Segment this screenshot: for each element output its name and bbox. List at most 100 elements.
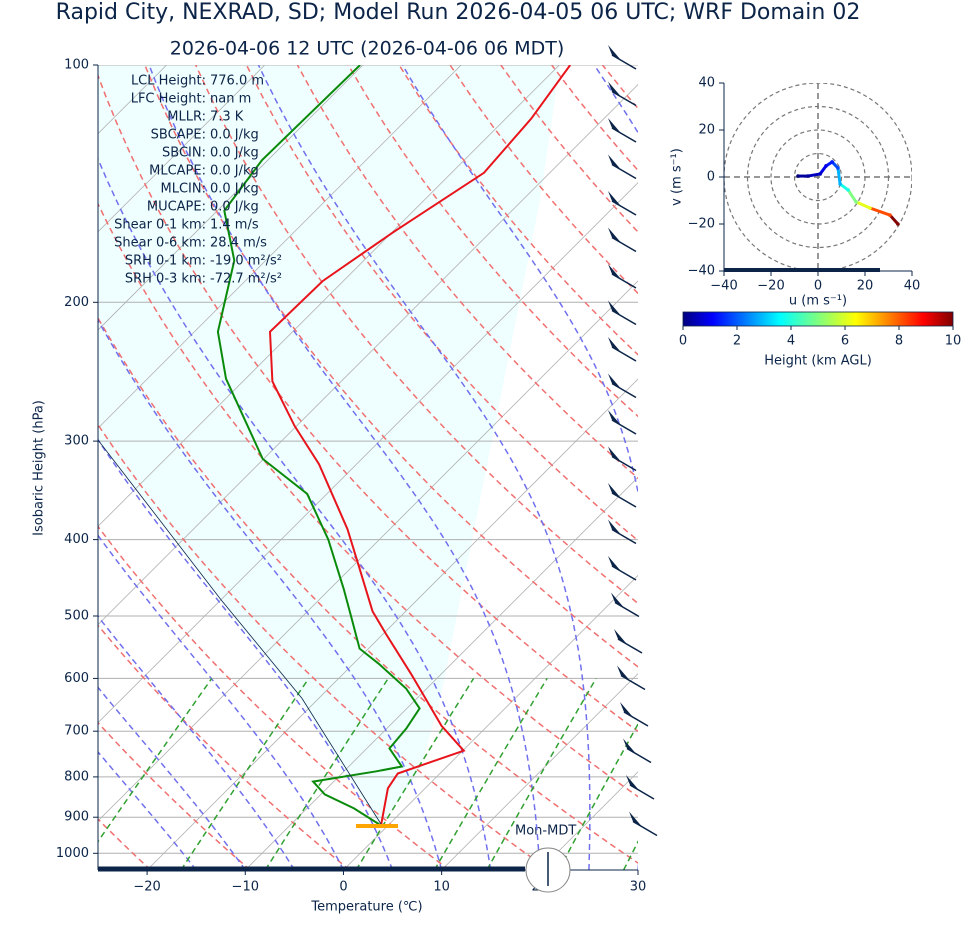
dry-adiabat	[98, 624, 351, 870]
hodo-x-tick-label: 0	[814, 279, 822, 294]
isotherm	[343, 574, 638, 870]
wind-barb	[629, 784, 655, 800]
wind-barb-flag	[611, 592, 623, 607]
hodo-x-tick-label: 40	[904, 279, 921, 294]
stat-label: Shear 0-6 km:	[114, 236, 206, 251]
wind-barb	[623, 711, 649, 727]
wind-barb-flag	[608, 154, 620, 169]
wind-barb-flag	[608, 118, 620, 132]
mixing-line	[180, 677, 310, 870]
isotherm	[98, 83, 638, 626]
dry-adiabat	[98, 202, 638, 798]
wind-barb-flag	[608, 446, 620, 461]
y-tick-label: 300	[64, 434, 89, 449]
dry-adiabat	[98, 721, 251, 870]
stat-label: SBCAPE:	[151, 128, 206, 143]
moist-adiabat	[98, 534, 345, 870]
dry-adiabat	[296, 65, 638, 480]
wind-barb	[611, 528, 637, 545]
hodo-y-tick-label: 0	[707, 170, 715, 185]
y-tick-label: 1000	[56, 846, 89, 861]
moist-adiabat	[593, 65, 638, 134]
isotherm	[637, 869, 638, 870]
moist-adiabat	[98, 686, 246, 870]
colorbar-tick-label: 0	[679, 334, 687, 349]
stat-label: MLCIN:	[161, 182, 206, 197]
hodo-segment	[855, 200, 871, 210]
wind-barb-flag	[617, 665, 629, 680]
dry-adiabat	[144, 65, 638, 668]
moist-adiabat	[148, 65, 541, 870]
stat-value: -72.7 m²/s²	[210, 272, 282, 287]
y-tick-label: 400	[64, 532, 89, 547]
wind-barb	[611, 419, 637, 435]
wind-barb	[611, 54, 637, 70]
stat-label: SRH 0-3 km:	[125, 272, 206, 287]
wind-barb-flag	[608, 300, 620, 315]
hodo-segment	[807, 172, 821, 178]
wind-barb	[632, 820, 658, 837]
colorbar-tick-label: 4	[787, 334, 795, 349]
moist-adiabat	[98, 318, 443, 870]
wind-barb	[611, 346, 637, 362]
stat-label: Shear 0-1 km:	[114, 218, 206, 233]
dry-adiabat	[601, 65, 638, 110]
moist-adiabat	[257, 65, 591, 870]
stat-value: -19.0 m²/s²	[210, 254, 282, 269]
x-tick-label: 30	[630, 880, 647, 895]
hodo-point	[854, 200, 858, 204]
wind-barb-flag	[608, 227, 620, 242]
hodo-point	[846, 188, 850, 192]
isotherm	[441, 673, 638, 870]
hodo-segment	[846, 189, 858, 203]
stat-label: MLLR:	[167, 110, 206, 125]
wind-barb	[611, 565, 637, 581]
hodo-point	[796, 174, 800, 178]
chart-title: Rapid City, NEXRAD, SD; Model Run 2026-0…	[56, 0, 861, 25]
wind-barb-flag	[623, 738, 635, 753]
wind-barb-flag	[629, 811, 641, 826]
isotherm	[244, 476, 638, 870]
wind-barb	[611, 309, 637, 326]
hodo-point	[836, 166, 840, 170]
hodo-point	[888, 213, 892, 217]
shaded-area	[98, 65, 560, 826]
dry-adiabat	[551, 65, 638, 172]
dry-adiabat	[98, 525, 450, 870]
dry-adiabat	[98, 316, 638, 864]
moist-adiabat	[98, 438, 394, 870]
wind-barb-flag	[608, 410, 620, 424]
dry-adiabat	[755, 65, 961, 870]
hodo-x-label: u (m s⁻¹)	[789, 294, 847, 309]
isotherm	[98, 280, 638, 822]
colorbar	[682, 311, 954, 327]
hodo-point	[818, 172, 822, 176]
wind-barb	[620, 674, 646, 691]
mixing-line	[433, 678, 548, 870]
colorbar-tick-label: 10	[945, 334, 961, 349]
x-axis-label: Temperature (℃)	[310, 900, 422, 915]
moist-adiabat	[98, 615, 296, 870]
stat-value: 1.4 m/s	[210, 218, 259, 233]
wind-barb-flag	[614, 629, 626, 643]
moist-adiabat	[98, 750, 197, 870]
y-tick-label: 700	[64, 724, 89, 739]
wind-barb	[611, 236, 637, 253]
wind-barb-flag	[608, 483, 620, 497]
wind-barb-flag	[608, 81, 620, 96]
hodo-plot	[724, 83, 912, 271]
y-tick-label: 800	[64, 769, 89, 784]
mixing-line	[558, 722, 638, 870]
hodo-segment	[888, 214, 900, 226]
stat-value: 0.0 J/kg	[210, 146, 259, 161]
profile-line	[268, 65, 572, 825]
y-tick-label: 900	[64, 810, 89, 825]
wind-barb	[611, 127, 637, 143]
hodo-y-tick-label: −20	[688, 217, 715, 232]
mixing-line	[622, 840, 638, 870]
moist-adiabat	[98, 157, 492, 870]
dry-adiabat	[98, 423, 550, 870]
wind-barb-flag	[608, 45, 620, 59]
hodo-point	[824, 164, 828, 168]
stat-value: nan m	[210, 92, 251, 107]
